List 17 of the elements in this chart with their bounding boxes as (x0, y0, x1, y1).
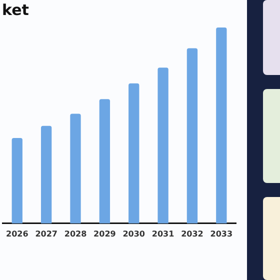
bar (216, 27, 227, 224)
bar (128, 83, 140, 224)
bar (99, 99, 110, 224)
bar (12, 138, 22, 224)
x-tick-label: 2029 (94, 229, 116, 238)
bar (158, 68, 168, 224)
x-tick-label: 2032 (181, 229, 204, 238)
x-tick-label: 2033 (210, 229, 233, 238)
bar (70, 114, 81, 224)
chart-title: ket (2, 1, 29, 19)
x-tick-label: 2027 (35, 229, 58, 238)
x-tick-label: 2030 (122, 229, 146, 238)
x-tick-label: 2026 (6, 229, 29, 238)
x-tick-label: 2028 (64, 229, 88, 238)
bar (40, 126, 52, 224)
bar (186, 48, 198, 224)
x-tick-label: 2031 (152, 229, 175, 238)
